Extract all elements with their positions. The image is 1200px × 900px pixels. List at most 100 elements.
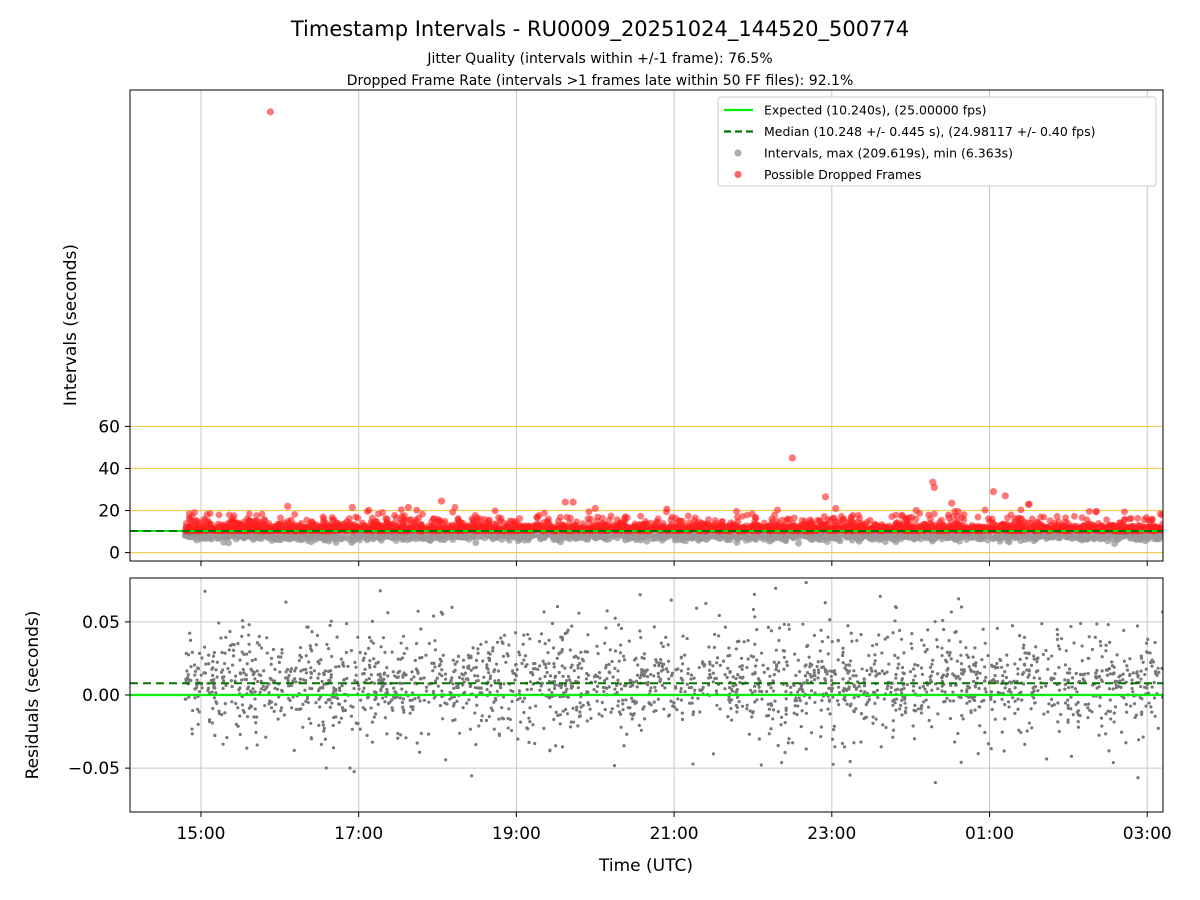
dropped-frame-point (679, 518, 687, 525)
dropped-frame-point (203, 510, 211, 518)
residual-point (803, 674, 808, 678)
residual-point (330, 695, 334, 699)
dropped-frame-point (817, 517, 824, 525)
residual-point (828, 669, 833, 673)
residual-point (250, 658, 254, 663)
residual-point (1064, 649, 1068, 653)
dropped-frame-point (419, 510, 426, 518)
dropped-frame-point (468, 515, 476, 523)
residual-point (1017, 728, 1021, 732)
residual-point (353, 660, 357, 664)
residual-point (1108, 709, 1112, 713)
residual-point (971, 655, 975, 659)
interval-point (471, 533, 478, 541)
residual-point (1011, 696, 1015, 700)
interval-point (932, 532, 939, 540)
residual-point (309, 676, 313, 680)
residual-point (804, 663, 808, 667)
interval-point (424, 532, 431, 540)
residual-point (259, 646, 264, 650)
legend: Expected (10.240s), (25.00000 fps)Median… (717, 96, 1157, 187)
dropped-frame-point (637, 512, 645, 520)
dropped-frame-point (1062, 514, 1069, 522)
residual-point (1079, 621, 1083, 626)
residual-point (222, 661, 227, 666)
residual-point (608, 648, 612, 652)
residual-point (545, 670, 549, 675)
dropped-frame-point (534, 514, 541, 521)
residual-point (336, 696, 340, 701)
residual-point (279, 709, 283, 713)
residual-point (945, 668, 949, 672)
residual-point (767, 732, 771, 736)
dropped-frame-outlier (348, 503, 356, 511)
residual-point (501, 641, 505, 646)
residual-point (1025, 656, 1029, 660)
residual-point (841, 646, 845, 650)
residual-point (922, 700, 926, 704)
interval-point (945, 533, 953, 541)
residual-point (195, 678, 199, 682)
dropped-frame-point (684, 512, 692, 520)
residual-point (219, 636, 223, 640)
residual-point (598, 676, 602, 680)
dropped-frame-point (906, 514, 913, 521)
residual-point (638, 593, 642, 597)
residual-point (926, 705, 931, 709)
residual-point (1069, 754, 1074, 758)
interval-point (225, 539, 232, 547)
interval-point (379, 532, 387, 540)
interval-point (229, 532, 237, 540)
dropped-frame-point (329, 516, 337, 524)
residual-point (280, 647, 284, 652)
residual-point (320, 679, 324, 684)
residual-point (1125, 664, 1129, 668)
dropped-frame-point (1033, 518, 1041, 526)
dropped-frame-point (868, 526, 876, 534)
legend-dot-swatch (734, 170, 742, 179)
residual-point (796, 690, 800, 694)
residual-point (928, 675, 932, 679)
dropped-frame-point (768, 515, 776, 523)
residual-point (513, 631, 518, 635)
dropped-frame-point (491, 507, 499, 515)
dropped-frame-point (433, 515, 441, 523)
residual-point (431, 614, 436, 618)
residual-point (848, 773, 852, 777)
residual-point (1113, 705, 1118, 709)
dropped-frame-point (702, 524, 710, 532)
residual-point (533, 704, 538, 708)
residual-point (538, 664, 542, 668)
residual-point (941, 618, 945, 623)
residual-point (211, 654, 216, 658)
residual-point (330, 701, 334, 705)
residual-point (322, 729, 326, 733)
residual-point (961, 717, 965, 721)
residual-point (745, 703, 749, 707)
residual-point (801, 689, 805, 694)
dropped-frame-point (579, 524, 587, 532)
residual-point (253, 677, 257, 681)
dropped-frame-point (374, 510, 382, 518)
residual-point (653, 685, 657, 689)
residual-point (692, 710, 696, 714)
residual-point (493, 679, 497, 683)
dropped-frame-point (654, 524, 662, 532)
residual-point (786, 741, 790, 745)
residual-point (358, 650, 362, 655)
residual-point (750, 691, 754, 695)
residual-point (409, 677, 414, 681)
residual-point (1110, 664, 1115, 668)
residual-point (983, 665, 987, 669)
residual-point (345, 676, 349, 681)
interval-point (688, 532, 696, 540)
dropped-frame-point (379, 523, 387, 530)
residual-point (301, 678, 306, 682)
interval-point (921, 533, 929, 541)
dropped-frame-point (959, 526, 967, 534)
residual-point (850, 639, 854, 643)
dropped-frame-point (693, 520, 701, 528)
residual-point (489, 706, 493, 710)
residual-point (240, 619, 245, 623)
dropped-frame-point (1093, 507, 1100, 515)
